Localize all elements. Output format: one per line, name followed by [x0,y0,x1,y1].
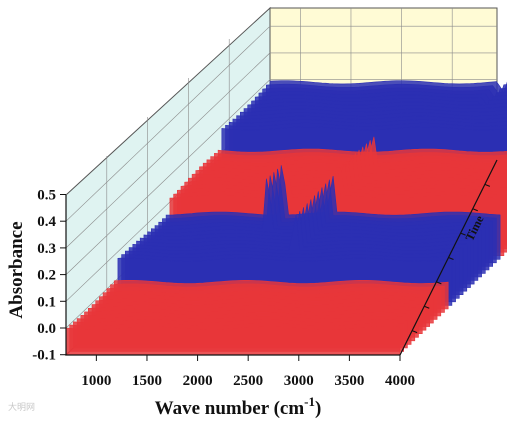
y-tick-label: 0.0 [37,321,56,337]
left-wall-gridline [65,25,271,222]
depth-tick-mark [411,330,418,334]
y-axis-ticks: -0.1 0.0 0.1 0.2 0.3 0.4 0.5 [32,188,66,364]
x-tick-label: 1000 [81,373,111,389]
x-axis-title-main: Wave number (cm [155,398,305,419]
watermark: 大明网 [8,401,35,413]
depth-tick-mark [460,232,466,236]
depth-tick-mark [484,183,491,187]
x-axis-ticks: 1000 1500 2000 2500 3000 3500 4000 [81,355,415,389]
y-tick-label: 0.5 [37,188,56,204]
y-tick-label: 0.2 [37,268,56,284]
x-tick-label: 4000 [385,373,415,389]
depth-tick-mark [448,257,454,260]
x-axis-title-tail: ) [315,398,321,419]
depth-tick-mark [472,208,478,212]
x-tick-label: 1500 [132,373,162,389]
spectrum-trace [65,326,401,356]
depth-tick-mark [424,305,430,309]
depth-tick-mark [436,281,442,285]
x-axis-title: Wave number (cm-1) [155,394,322,419]
y-tick-label: -0.1 [32,348,56,364]
depth-axis-ticks [411,183,491,334]
y-tick-label: 0.1 [37,294,56,310]
spectra-group [65,80,507,356]
left-wall-gridline [65,52,271,249]
y-tick-label: 0.3 [37,241,56,257]
y-axis-title: Absorbance [6,221,27,318]
x-tick-label: 3500 [334,373,364,389]
x-tick-label: 3000 [284,373,314,389]
x-tick-label: 2500 [233,373,263,389]
y-tick-label: 0.4 [37,214,56,230]
x-tick-label: 2000 [183,373,213,389]
x-axis-title-sup: -1 [304,394,315,409]
left-wall-gridline [65,79,271,275]
